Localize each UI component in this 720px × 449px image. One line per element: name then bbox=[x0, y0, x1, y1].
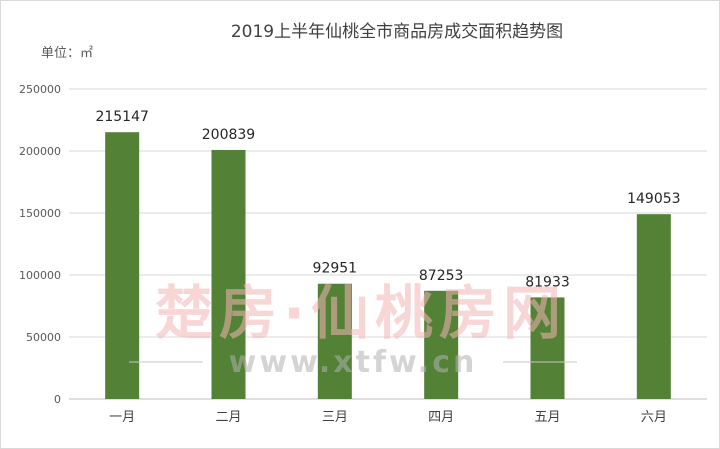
x-tick-label: 六月 bbox=[641, 410, 667, 425]
unit-label: 单位：㎡ bbox=[41, 46, 93, 61]
gridlines bbox=[69, 88, 707, 400]
data-label: 81933 bbox=[525, 274, 570, 290]
bar bbox=[105, 132, 140, 399]
x-tick-label: 五月 bbox=[534, 410, 560, 425]
data-label: 149053 bbox=[627, 191, 680, 207]
chart-title: 2019上半年仙桃全市商品房成交面积趋势图 bbox=[231, 22, 563, 42]
bar bbox=[636, 214, 671, 399]
data-labels: 215147 200839 92951 87253 81933 149053 bbox=[95, 109, 680, 290]
watermark: 楚房·仙桃房网 www.xtfw.cn bbox=[129, 279, 577, 380]
watermark-url: www.xtfw.cn bbox=[229, 345, 478, 380]
bars bbox=[105, 132, 671, 399]
x-tick-label: 三月 bbox=[322, 410, 348, 425]
y-tick-label: 150000 bbox=[19, 207, 61, 220]
bar bbox=[530, 297, 565, 399]
y-tick-label: 200000 bbox=[19, 145, 61, 158]
x-axis-ticks: 一月 二月 三月 四月 五月 六月 bbox=[109, 410, 667, 425]
bar bbox=[211, 149, 246, 399]
y-tick-label: 250000 bbox=[19, 83, 61, 96]
x-tick-label: 二月 bbox=[215, 410, 241, 425]
y-tick-label: 0 bbox=[54, 393, 61, 406]
data-label: 87253 bbox=[419, 268, 464, 284]
watermark-text: 楚房·仙桃房网 bbox=[155, 279, 567, 347]
y-axis-ticks: 0 50000 100000 150000 200000 250000 bbox=[19, 83, 61, 406]
y-tick-label: 50000 bbox=[26, 331, 61, 344]
data-label: 92951 bbox=[313, 261, 358, 277]
bar bbox=[317, 283, 352, 399]
bar bbox=[424, 290, 459, 399]
x-tick-label: 一月 bbox=[109, 410, 135, 425]
data-label: 215147 bbox=[95, 109, 148, 125]
x-tick-label: 四月 bbox=[428, 410, 454, 425]
data-label: 200839 bbox=[202, 127, 255, 143]
y-tick-label: 100000 bbox=[19, 269, 61, 282]
